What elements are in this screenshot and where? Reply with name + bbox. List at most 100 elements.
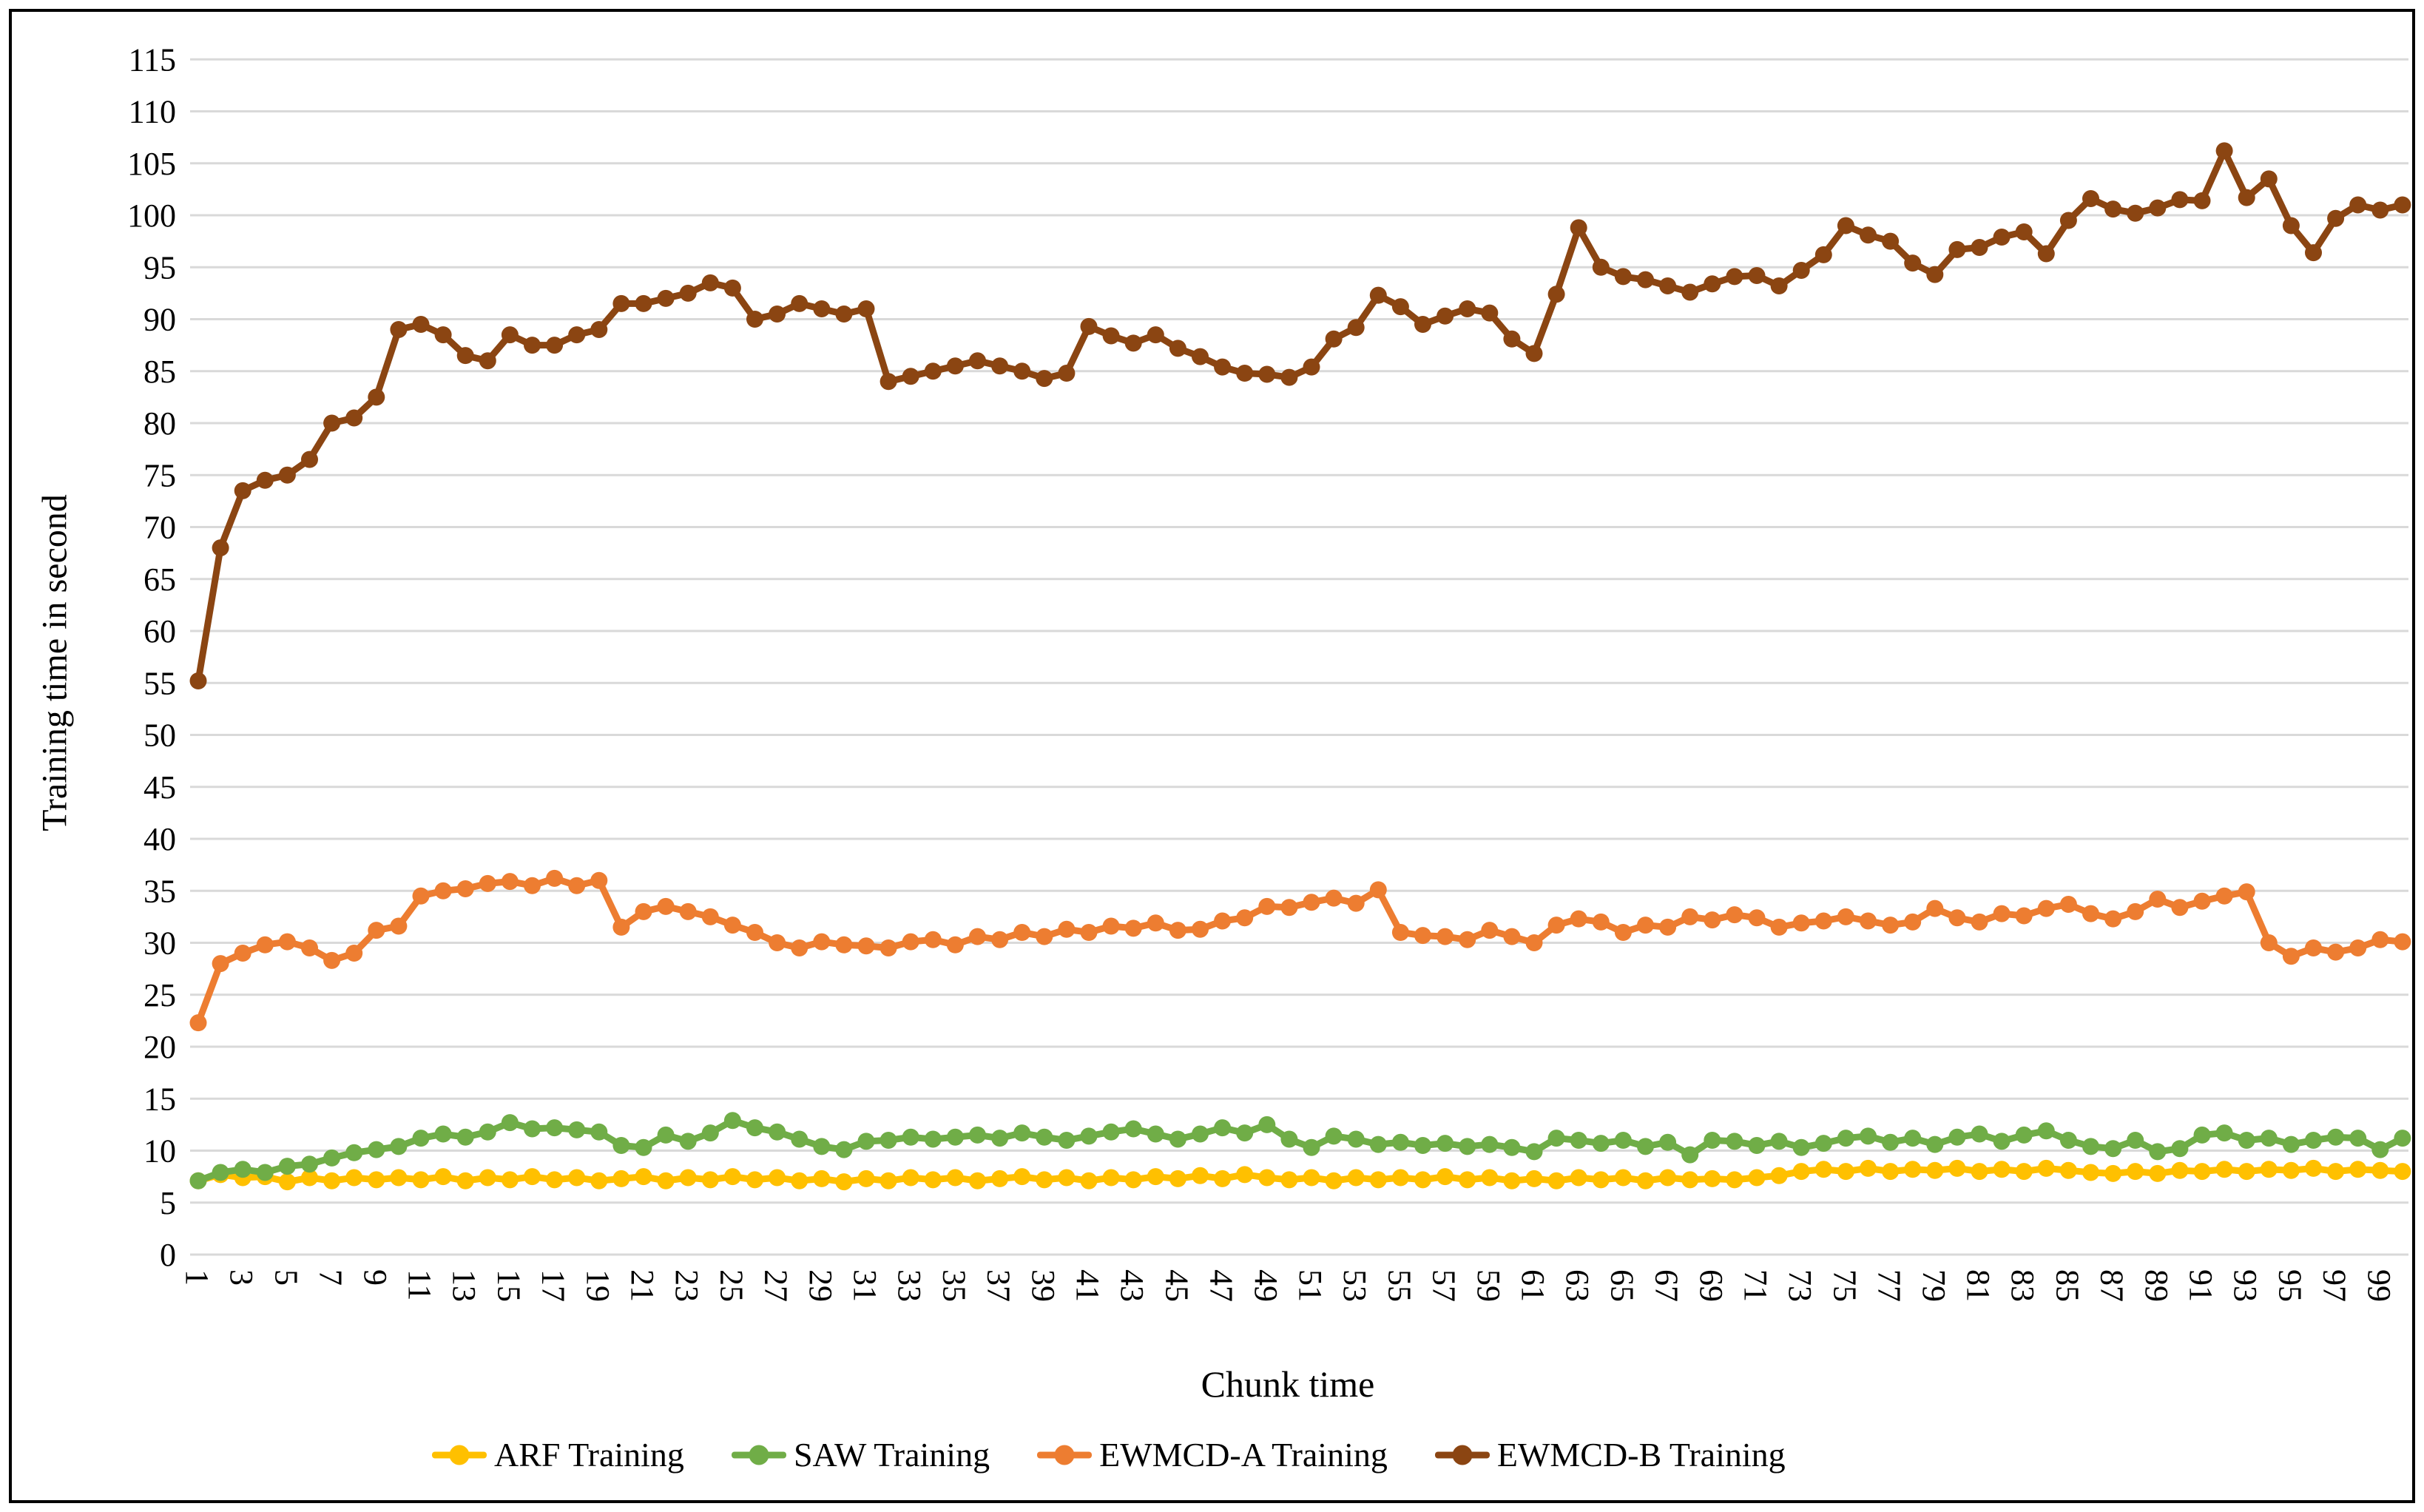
svg-text:67: 67 xyxy=(1649,1269,1685,1302)
y-axis-tick-labels: 0 5 10 15 20 25 30 35 40 45 50 55 60 65 70 75 80 85 90 95 10… xyxy=(127,41,176,1273)
svg-text:51: 51 xyxy=(1292,1269,1329,1302)
svg-text:45: 45 xyxy=(1158,1269,1195,1302)
svg-text:83: 83 xyxy=(2005,1269,2041,1302)
svg-text:47: 47 xyxy=(1203,1269,1240,1302)
legend-marker-arf-icon xyxy=(432,1445,487,1465)
svg-text:90: 90 xyxy=(144,302,176,338)
svg-text:9: 9 xyxy=(357,1269,394,1286)
svg-text:13: 13 xyxy=(446,1269,482,1302)
svg-text:75: 75 xyxy=(1826,1269,1863,1302)
legend-item-arf-training: ARF Training xyxy=(432,1438,684,1472)
svg-text:85: 85 xyxy=(144,354,176,390)
legend-item-ewmcd-a-training: EWMCD-A Training xyxy=(1037,1438,1388,1472)
svg-text:11: 11 xyxy=(402,1269,438,1300)
svg-text:33: 33 xyxy=(891,1269,928,1302)
legend-marker-saw-icon xyxy=(731,1445,786,1465)
svg-text:5: 5 xyxy=(160,1185,176,1221)
chart-canvas: 0510152025303540455055606570758085909510… xyxy=(127,41,2411,1302)
svg-text:23: 23 xyxy=(669,1269,705,1302)
svg-text:91: 91 xyxy=(2183,1269,2219,1302)
svg-text:19: 19 xyxy=(580,1269,616,1302)
svg-text:89: 89 xyxy=(2138,1269,2175,1302)
svg-text:73: 73 xyxy=(1782,1269,1818,1302)
svg-text:87: 87 xyxy=(2094,1269,2130,1302)
series-arf-training xyxy=(189,1159,2411,1191)
svg-text:5: 5 xyxy=(268,1269,304,1286)
legend-label: EWMCD-A Training xyxy=(1099,1436,1388,1474)
svg-text:77: 77 xyxy=(1871,1269,1908,1302)
svg-text:15: 15 xyxy=(144,1081,176,1117)
svg-text:93: 93 xyxy=(2227,1269,2263,1302)
svg-text:100: 100 xyxy=(127,198,176,234)
x-axis-title: Chunk time xyxy=(1201,1363,1375,1405)
svg-text:97: 97 xyxy=(2317,1269,2353,1302)
legend-label: ARF Training xyxy=(494,1436,684,1474)
svg-text:17: 17 xyxy=(536,1269,572,1302)
svg-text:27: 27 xyxy=(758,1269,794,1302)
svg-text:30: 30 xyxy=(144,925,176,962)
x-axis-tick-labels: 1 3 5 7 9 11 13 15 17 19 21 23 25 27 29 31 33 35 37 39 41 43 4… xyxy=(179,1269,2397,1302)
svg-text:39: 39 xyxy=(1025,1269,1061,1302)
svg-text:25: 25 xyxy=(713,1269,749,1302)
svg-text:35: 35 xyxy=(144,873,176,909)
svg-text:55: 55 xyxy=(1381,1269,1417,1302)
svg-text:110: 110 xyxy=(129,94,176,130)
legend-marker-ewmcd-b-icon xyxy=(1434,1445,1490,1465)
series-ewmcd-b-training xyxy=(189,142,2411,689)
svg-text:65: 65 xyxy=(1604,1269,1640,1302)
svg-text:20: 20 xyxy=(144,1029,176,1065)
svg-text:40: 40 xyxy=(144,821,176,857)
svg-text:55: 55 xyxy=(144,665,176,701)
svg-text:105: 105 xyxy=(127,146,176,182)
svg-text:37: 37 xyxy=(981,1269,1017,1302)
svg-text:95: 95 xyxy=(144,249,176,286)
series-line-ewmcd-b-training xyxy=(195,147,2406,684)
svg-text:99: 99 xyxy=(2361,1269,2397,1302)
svg-text:85: 85 xyxy=(2049,1269,2085,1302)
series-saw-training xyxy=(189,1112,2411,1189)
svg-text:29: 29 xyxy=(803,1269,839,1302)
legend-item-ewmcd-b-training: EWMCD-B Training xyxy=(1434,1436,1786,1474)
svg-text:50: 50 xyxy=(144,718,176,754)
svg-text:53: 53 xyxy=(1337,1269,1373,1302)
series-line-saw-training xyxy=(195,1117,2406,1184)
legend-marker-ewmcd-a-icon xyxy=(1037,1445,1093,1465)
svg-text:69: 69 xyxy=(1693,1269,1729,1302)
svg-text:15: 15 xyxy=(490,1269,527,1302)
legend-label: EWMCD-B Training xyxy=(1496,1436,1786,1474)
svg-text:63: 63 xyxy=(1559,1269,1596,1302)
svg-text:0: 0 xyxy=(160,1237,176,1273)
figure-frame: 0 5 10 15 20 25 30 35 40 45 50 55 60 65 70 75 80 85 90 95 10… xyxy=(9,9,2415,1503)
svg-text:3: 3 xyxy=(223,1269,260,1286)
svg-text:41: 41 xyxy=(1070,1269,1106,1302)
svg-text:80: 80 xyxy=(144,405,176,442)
svg-text:21: 21 xyxy=(624,1269,661,1302)
svg-text:70: 70 xyxy=(144,510,176,546)
legend-label: SAW Training xyxy=(793,1436,990,1474)
svg-text:35: 35 xyxy=(936,1269,972,1302)
svg-text:61: 61 xyxy=(1515,1269,1551,1302)
svg-text:59: 59 xyxy=(1471,1269,1507,1302)
svg-text:75: 75 xyxy=(144,457,176,493)
svg-text:49: 49 xyxy=(1248,1269,1284,1302)
legend-item-saw-training: SAW Training xyxy=(731,1436,990,1474)
svg-text:7: 7 xyxy=(313,1269,349,1286)
svg-text:31: 31 xyxy=(847,1269,883,1302)
series-line-arf-training xyxy=(195,1164,2406,1186)
gridlines xyxy=(190,58,2408,1256)
svg-text:81: 81 xyxy=(1960,1269,1996,1302)
series-line-ewmcd-a-training xyxy=(195,874,2406,1027)
svg-text:79: 79 xyxy=(1916,1269,1952,1302)
y-axis-title: Training time in second xyxy=(35,494,75,831)
svg-text:65: 65 xyxy=(144,561,176,598)
svg-text:95: 95 xyxy=(2272,1269,2308,1302)
svg-text:45: 45 xyxy=(144,769,176,806)
svg-text:60: 60 xyxy=(144,613,176,649)
svg-text:57: 57 xyxy=(1426,1269,1462,1302)
svg-text:10: 10 xyxy=(144,1133,176,1170)
svg-text:25: 25 xyxy=(144,977,176,1013)
svg-text:71: 71 xyxy=(1738,1269,1774,1302)
svg-text:115: 115 xyxy=(129,41,176,78)
svg-text:1: 1 xyxy=(179,1269,215,1286)
series-ewmcd-a-training xyxy=(189,869,2411,1032)
